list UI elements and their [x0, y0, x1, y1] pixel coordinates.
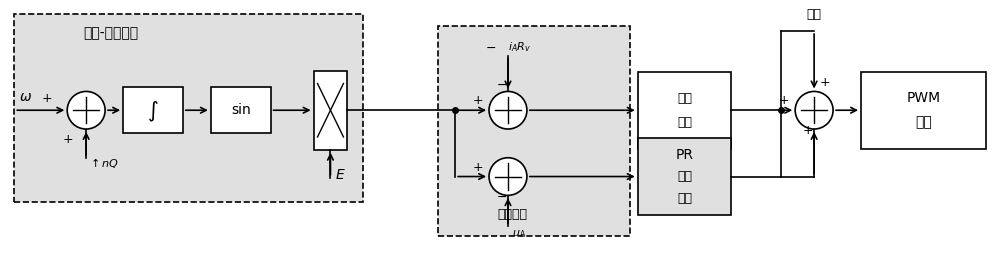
Text: 比例: 比例 [677, 92, 692, 105]
Text: ∫: ∫ [148, 100, 158, 121]
Text: $\uparrow$$nQ$: $\uparrow$$nQ$ [88, 156, 119, 170]
FancyBboxPatch shape [123, 87, 183, 133]
Circle shape [489, 91, 527, 129]
Text: $-$: $-$ [496, 190, 508, 203]
FancyBboxPatch shape [314, 71, 347, 150]
Text: $-$: $-$ [496, 77, 508, 90]
Text: sin: sin [231, 103, 251, 117]
Text: 控制: 控制 [677, 116, 692, 129]
Text: 调制: 调制 [915, 115, 932, 129]
FancyBboxPatch shape [861, 72, 986, 149]
Text: +: + [820, 77, 831, 90]
Text: 控制: 控制 [677, 170, 692, 183]
Circle shape [795, 91, 833, 129]
Text: +: + [473, 161, 483, 174]
Text: $\omega$: $\omega$ [19, 90, 32, 104]
Text: 补偿: 补偿 [677, 192, 692, 205]
FancyBboxPatch shape [438, 26, 630, 236]
Text: $i_A R_v$: $i_A R_v$ [508, 40, 531, 54]
FancyBboxPatch shape [638, 72, 731, 149]
Circle shape [489, 158, 527, 195]
FancyBboxPatch shape [638, 138, 731, 215]
FancyBboxPatch shape [14, 14, 363, 202]
Text: PWM: PWM [906, 91, 940, 105]
Text: E: E [335, 167, 344, 182]
Text: +: + [63, 133, 74, 147]
Text: +: + [779, 94, 790, 107]
Text: 前馈: 前馈 [807, 8, 822, 21]
Text: PR: PR [675, 148, 693, 162]
Circle shape [67, 91, 105, 129]
Text: $u_{\rm A}$: $u_{\rm A}$ [512, 228, 526, 240]
Text: 无功-频率下垂: 无功-频率下垂 [84, 26, 139, 40]
Text: +: + [42, 92, 53, 105]
Text: +: + [803, 124, 813, 137]
Text: $-$: $-$ [485, 41, 496, 54]
FancyBboxPatch shape [211, 87, 271, 133]
Text: +: + [473, 94, 483, 107]
Text: 虚拟阱抗: 虚拟阱抗 [497, 208, 527, 221]
